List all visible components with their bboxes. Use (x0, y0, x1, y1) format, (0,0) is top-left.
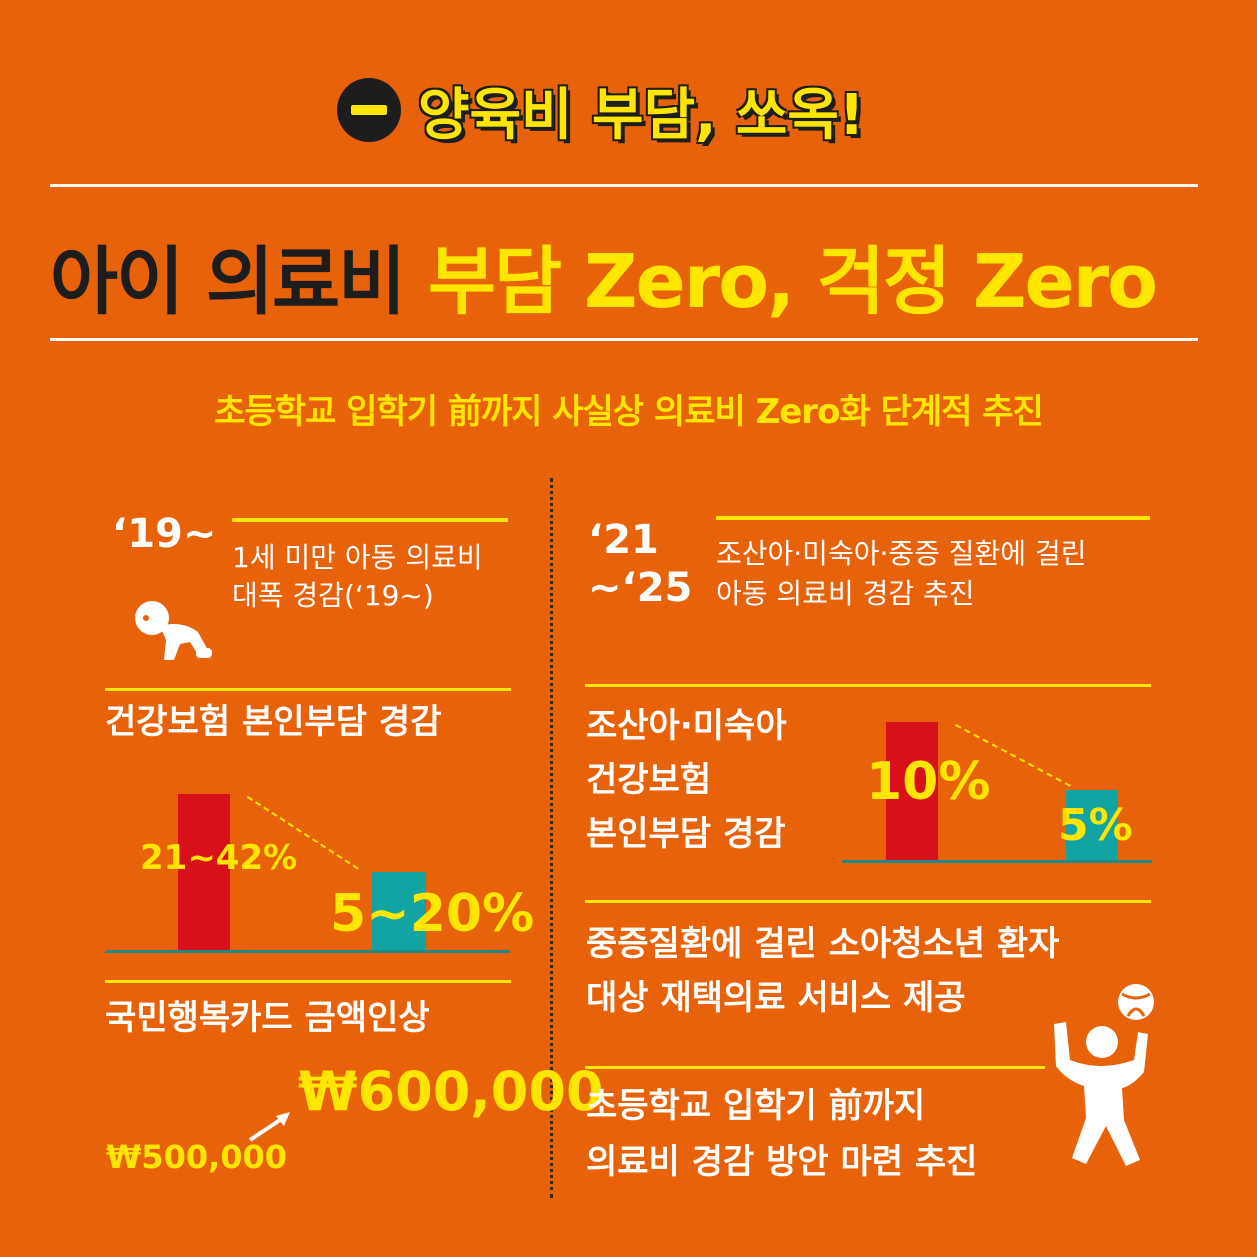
left-chart-baseline (105, 950, 510, 953)
column-divider (550, 478, 553, 1198)
right-section-rule-2 (585, 900, 1151, 903)
right-homecare-line2: 대상 재택의료 서비스 제공 (586, 978, 966, 1018)
top-divider (50, 184, 1198, 187)
right-chart-baseline (842, 860, 1152, 863)
left-before-bar (178, 794, 230, 950)
right-school-line1: 초등학교 입학기 前까지 (586, 1086, 926, 1126)
left-after-bar (372, 872, 426, 950)
right-after-pct: 5% (1058, 800, 1133, 851)
left-card-before: ₩500,000 (106, 1138, 288, 1176)
left-desc-line2: 대폭 경감(‘19~) (232, 579, 434, 612)
crawling-baby-icon (135, 601, 212, 660)
left-after-pct: 5~20% (330, 884, 535, 944)
left-card-after: ₩600,000 (298, 1060, 604, 1123)
right-after-bar (1066, 790, 1118, 860)
right-desc-line2: 아동 의료비 경감 추진 (716, 577, 975, 610)
right-year-line1: ‘21 (588, 517, 659, 563)
right-year-line2: ~‘25 (588, 565, 693, 611)
left-section-rule-1 (105, 688, 511, 691)
headline-divider (50, 338, 1198, 341)
section-title: 양육비 부담, 쏘옥! (418, 83, 865, 148)
left-year: ‘19~ (112, 511, 217, 557)
right-homecare-line1: 중증질환에 걸린 소아청소년 환자 (586, 924, 1060, 964)
left-before-pct: 21~42% (140, 838, 298, 878)
subheadline: 초등학교 입학기 前까지 사실상 의료비 Zero화 단계적 추진 (214, 392, 1044, 432)
right-insurance-heading-line3: 본인부담 경감 (586, 814, 786, 854)
left-section-rule-2 (105, 980, 511, 983)
right-before-bar (886, 722, 938, 860)
left-card-heading: 국민행복카드 금액인상 (105, 998, 430, 1038)
left-desc-line1: 1세 미만 아동 의료비 (232, 541, 483, 574)
minus-icon (337, 78, 401, 142)
right-before-pct: 10% (866, 752, 991, 812)
ball-playing-child-icon (1054, 984, 1154, 1166)
right-desc-line1: 조산아·미숙아·중증 질환에 걸린 (716, 537, 1087, 570)
headline: 아이 의료비 부담 Zero, 걱정 Zero (50, 222, 1158, 329)
left-insurance-heading: 건강보험 본인부담 경감 (105, 702, 442, 742)
right-section-rule-1 (585, 684, 1151, 687)
headline-part2: 부담 Zero, 걱정 Zero (427, 239, 1158, 325)
left-year-rule (232, 518, 508, 522)
headline-part1: 아이 의료비 (50, 239, 428, 325)
right-school-line2: 의료비 경감 방안 마련 추진 (586, 1142, 978, 1182)
right-insurance-heading-line2: 건강보험 (586, 760, 712, 800)
right-section-rule-3 (585, 1066, 1045, 1069)
right-insurance-heading-line1: 조산아·미숙아 (586, 706, 787, 746)
increase-arrow-icon (248, 1112, 290, 1142)
right-year-rule (716, 516, 1150, 520)
